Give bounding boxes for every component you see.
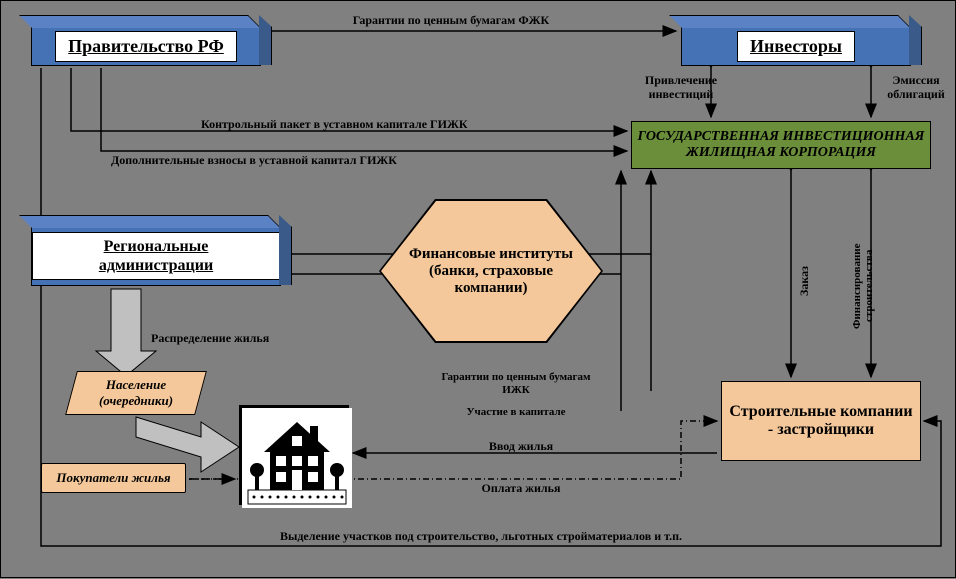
house-icon <box>239 405 349 505</box>
node-regional-label: Региональные администрации <box>32 232 280 280</box>
node-gizhk: ГОСУДАРСТВЕННАЯ ИНВЕСТИЦИОННАЯ ЖИЛИЩНАЯ … <box>631 121 931 169</box>
node-government: Правительство РФ <box>31 26 261 66</box>
label-e2: Привлечение инвестиций <box>631 73 731 102</box>
node-regional: Региональные администрации <box>31 226 281 286</box>
node-population-label: Население (очередники) <box>72 377 200 409</box>
label-e10: Финансирование строительства <box>851 211 875 361</box>
node-population: Население (очередники) <box>65 371 207 415</box>
label-e5: Дополнительные взносы в уставной капитал… <box>111 153 471 167</box>
label-e13: Выделение участков под строительство, ль… <box>231 529 731 543</box>
node-investors-label: Инвесторы <box>737 31 855 62</box>
node-fininst: Финансовые институты (банки, страховые к… <box>381 201 601 341</box>
label-e9: Заказ <box>797 241 812 321</box>
node-builders-label: Строительные компании - застройщики <box>728 403 914 439</box>
label-e6: Распределение жилья <box>151 331 311 345</box>
label-e4: Контрольный пакет в уставном капитале ГИ… <box>201 117 521 131</box>
node-buyers-label: Покупатели жилья <box>56 470 170 486</box>
label-e11: Ввод жилья <box>461 439 581 453</box>
label-e1: Гарантии по ценным бумагам ФЖК <box>311 13 591 27</box>
label-e3: Эмиссия облигаций <box>881 73 951 102</box>
node-gizhk-label: ГОСУДАРСТВЕННАЯ ИНВЕСТИЦИОННАЯ ЖИЛИЩНАЯ … <box>636 129 926 161</box>
node-builders: Строительные компании - застройщики <box>721 381 921 461</box>
label-e8: Участие в капитале <box>441 406 591 419</box>
node-investors: Инвесторы <box>681 26 911 66</box>
node-fininst-label: Финансовые институты (банки, страховые к… <box>401 246 581 297</box>
label-e7: Гарантии по ценным бумагам ИЖК <box>441 371 591 397</box>
label-e12: Оплата жилья <box>461 481 581 495</box>
node-buyers: Покупатели жилья <box>41 463 186 493</box>
node-government-label: Правительство РФ <box>55 31 237 62</box>
